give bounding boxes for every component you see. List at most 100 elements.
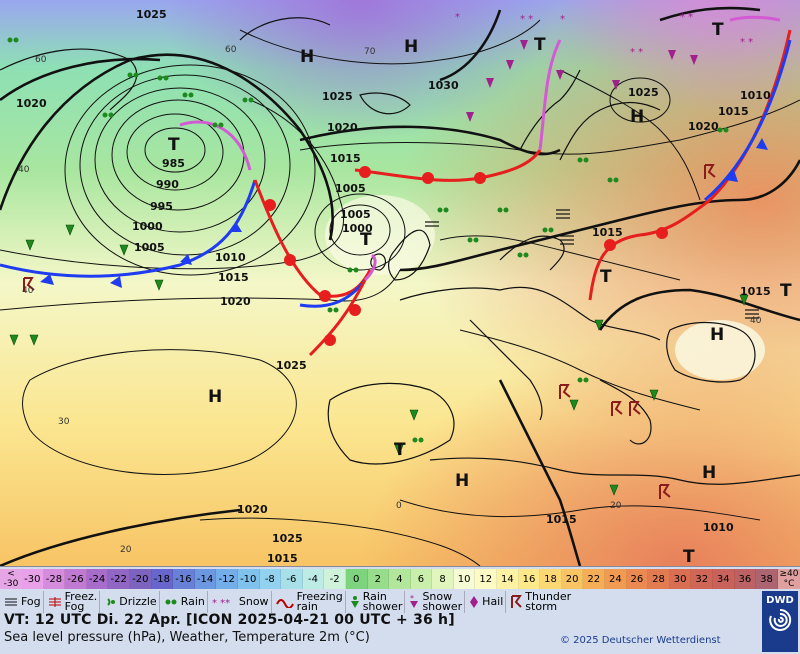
temp-label: 40 bbox=[750, 316, 762, 326]
low-center: T bbox=[683, 547, 695, 566]
temp-scale-cell: -24 bbox=[86, 569, 109, 589]
temp-scale-cell: -14 bbox=[194, 569, 217, 589]
temp-scale-cell: 18 bbox=[540, 569, 562, 589]
temp-scale-cell: 38 bbox=[756, 569, 778, 589]
fog-symbols bbox=[425, 209, 759, 319]
main-isobars bbox=[0, 6, 800, 566]
high-center: H bbox=[404, 37, 418, 57]
temp-scale-cell: 12 bbox=[475, 569, 498, 589]
pressure-label: 1025 bbox=[136, 8, 167, 21]
low-center: T bbox=[534, 35, 546, 55]
pressure-label: 1020 bbox=[16, 97, 47, 110]
legend-hail: Hail bbox=[467, 591, 507, 613]
low-center: T bbox=[394, 440, 406, 460]
svg-text:* *: * * bbox=[680, 12, 693, 23]
pressure-label: 1015 bbox=[218, 271, 249, 284]
temp-scale-cell: 26 bbox=[626, 569, 649, 589]
temp-scale-cell: -8 bbox=[259, 569, 282, 589]
pressure-label: 1030 bbox=[428, 79, 459, 92]
svg-text:*: * bbox=[560, 14, 565, 25]
dwd-logo: DWD bbox=[762, 591, 798, 652]
pressure-label: 1005 bbox=[335, 182, 366, 195]
pressure-label: 1015 bbox=[546, 513, 577, 526]
temp-scale-cell: 14 bbox=[497, 569, 519, 589]
high-center: H bbox=[455, 471, 469, 491]
hail-icon bbox=[470, 596, 479, 608]
temp-scale-cell: 32 bbox=[691, 569, 713, 589]
temp-label: 40 bbox=[22, 286, 34, 296]
pressure-label: 1025 bbox=[322, 90, 353, 103]
low-center: T bbox=[600, 267, 612, 287]
snow-shower-icon: * bbox=[410, 595, 419, 608]
pressure-label: 1015 bbox=[267, 552, 298, 565]
temp-scale-cell: 10 bbox=[453, 569, 476, 589]
high-center: H bbox=[702, 463, 716, 483]
pressure-label: 1010 bbox=[215, 251, 246, 264]
warm-front-west-bumps bbox=[264, 199, 331, 302]
svg-text:*: * bbox=[455, 12, 460, 23]
temp-scale-cell: 0 bbox=[345, 569, 368, 589]
cold-area-northeast bbox=[0, 0, 800, 566]
cold-front-west-triangles bbox=[40, 222, 242, 288]
temp-label: 70 bbox=[364, 47, 376, 57]
temp-scale-cell: 6 bbox=[410, 569, 433, 589]
high-center: H bbox=[710, 325, 724, 345]
rain-icon bbox=[165, 599, 177, 605]
pressure-label: 995 bbox=[150, 200, 173, 213]
svg-text:*: * bbox=[410, 595, 414, 603]
pressure-label: 1020 bbox=[237, 503, 268, 516]
cold-front-west bbox=[0, 179, 257, 278]
temp-scale-cell: -26 bbox=[65, 569, 87, 589]
temp-scale-cell: -6 bbox=[281, 569, 303, 589]
temp-scale-cell: -10 bbox=[237, 569, 260, 589]
pressure-label: 1025 bbox=[272, 532, 303, 545]
high-center: H bbox=[300, 47, 314, 67]
pressure-label: 1010 bbox=[703, 521, 734, 534]
temp-scale-cell: -16 bbox=[173, 569, 195, 589]
copyright: © 2025 Deutscher Wetterdienst bbox=[560, 635, 721, 646]
low-center: T bbox=[168, 135, 180, 155]
pressure-label: 1010 bbox=[740, 89, 771, 102]
temp-scale-cell: 30 bbox=[669, 569, 692, 589]
svg-text:* **: * ** bbox=[212, 598, 230, 608]
dwd-swirl-icon bbox=[769, 608, 792, 631]
pressure-label: 1000 bbox=[342, 222, 373, 235]
temp-label: 60 bbox=[35, 55, 47, 65]
thunderstorm-icon bbox=[511, 595, 523, 608]
coastlines bbox=[0, 17, 800, 485]
pressure-label: 990 bbox=[156, 178, 179, 191]
freezing-rain-icon bbox=[275, 599, 294, 608]
high-center: H bbox=[630, 107, 644, 127]
legend-freezing-fog: Freez. Fog bbox=[46, 591, 101, 613]
low-center: T bbox=[360, 230, 372, 250]
weather-legend: Fog Freez. Fog Drizzle Rain * ** Snow Fr… bbox=[2, 591, 760, 613]
temp-scale-cell: -22 bbox=[108, 569, 130, 589]
legend-freezing-rain: Freezing rain bbox=[274, 591, 346, 613]
snow-icon: * ** bbox=[212, 598, 230, 608]
temperature-labels: 30 20 60 60 70 40 40 0 20 40 bbox=[18, 45, 762, 555]
temp-scale-cell: 8 bbox=[432, 569, 454, 589]
temp-scale-cell: -2 bbox=[324, 569, 346, 589]
pressure-label: 1015 bbox=[718, 105, 749, 118]
temp-label: 60 bbox=[225, 45, 237, 55]
legend-panel: < -30 -30 -28 -26 -24 -22 -20 -18 -16 -14 -12 -10-… bbox=[0, 566, 800, 654]
temp-scale-cell: 24 bbox=[605, 569, 627, 589]
temp-scale-cell: 2 bbox=[367, 569, 390, 589]
snow-shower-symbols bbox=[466, 40, 698, 122]
pressure-label: 1020 bbox=[688, 120, 719, 133]
rain-shower-icon bbox=[350, 596, 359, 608]
temp-scale-cell: 4 bbox=[389, 569, 411, 589]
drizzle-icon bbox=[107, 598, 116, 606]
scale-max-label: ≥40 °C bbox=[778, 569, 800, 589]
thunderstorm-symbols bbox=[23, 164, 716, 499]
legend-fog: Fog bbox=[2, 591, 44, 613]
temp-label: 30 bbox=[58, 417, 70, 427]
legend-thunderstorm: Thunder storm bbox=[508, 591, 573, 613]
svg-text:* *: * * bbox=[740, 37, 753, 48]
scale-min-label: < -30 bbox=[0, 569, 22, 589]
pressure-label: 1020 bbox=[220, 295, 251, 308]
snow-symbols: * * * * * * * * * * bbox=[455, 12, 753, 58]
pressure-label: 985 bbox=[162, 157, 185, 170]
temp-label: 0 bbox=[396, 501, 402, 511]
